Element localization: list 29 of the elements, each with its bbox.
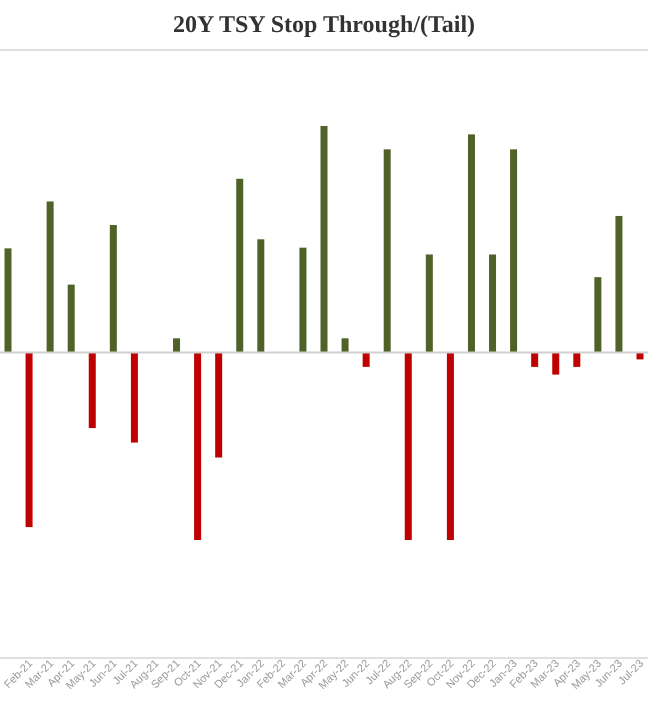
bar [320, 126, 328, 353]
bar [552, 352, 560, 375]
bar [489, 254, 497, 353]
bar [573, 352, 581, 367]
bar [594, 277, 602, 353]
bar [425, 254, 433, 353]
bar [383, 149, 391, 353]
bar [404, 352, 412, 540]
bar [130, 352, 138, 443]
bar [257, 239, 265, 353]
bar [341, 338, 349, 353]
bar [173, 338, 181, 353]
bar [215, 352, 223, 458]
bar [299, 247, 307, 353]
bar [67, 284, 75, 353]
bar [109, 225, 117, 353]
bar [531, 352, 539, 367]
bar [446, 352, 454, 540]
bar [4, 248, 12, 353]
bar [236, 178, 244, 353]
bar [467, 134, 475, 353]
bar [46, 201, 54, 353]
bar [615, 215, 623, 353]
bar [194, 352, 202, 540]
bar [510, 149, 518, 353]
bar [25, 352, 33, 528]
bar [362, 352, 370, 367]
chart-title: 20Y TSY Stop Through/(Tail) [172, 10, 476, 38]
bar [88, 352, 96, 429]
